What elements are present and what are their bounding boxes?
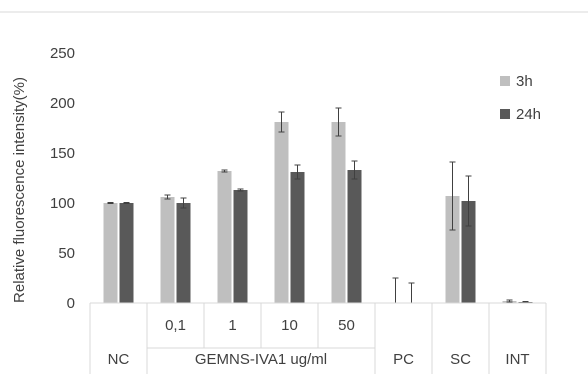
group-label: PC — [393, 351, 414, 368]
y-tick-label: 150 — [50, 145, 75, 162]
bar-3h-2 — [217, 171, 232, 303]
error-bar-24h-6 — [465, 175, 472, 227]
error-bar-24h-4 — [351, 160, 358, 180]
error-bar-24h-7 — [522, 301, 529, 303]
bar-3h-6 — [445, 196, 460, 303]
group-label: NC — [108, 351, 130, 368]
bar-24h-4 — [347, 170, 362, 303]
error-bar-24h-3 — [294, 164, 301, 180]
bar-3h-1 — [160, 197, 175, 303]
error-bar-24h-1 — [180, 197, 187, 209]
bar-3h-4 — [331, 122, 346, 303]
error-bar-3h-3 — [278, 111, 285, 133]
legend-item-3h: 3h — [500, 73, 533, 90]
y-tick-label: 0 — [67, 295, 75, 312]
error-bar-3h-5 — [392, 277, 399, 303]
error-bars-layer — [107, 107, 529, 303]
legend-item-24h: 24h — [500, 106, 541, 123]
bar-24h-6 — [461, 201, 476, 303]
group-label: SC — [450, 351, 471, 368]
x-tick-label: 1 — [228, 317, 236, 334]
bars-layer — [103, 122, 533, 303]
legend-swatch — [500, 76, 510, 86]
y-tick-label: 250 — [50, 45, 75, 62]
category-table: 0,1 1 10 50 NC GEMNS-IVA1 ug/ml PC SC INT — [89, 302, 547, 374]
error-bar-3h-2 — [221, 169, 228, 173]
x-tick-label: 10 — [281, 317, 298, 334]
error-bar-3h-0 — [107, 202, 114, 204]
bar-3h-0 — [103, 203, 118, 303]
legend-label: 3h — [516, 73, 533, 90]
error-bar-24h-0 — [123, 202, 130, 204]
y-axis-ticks: 0 50 100 150 200 250 — [50, 45, 75, 312]
y-tick-label: 200 — [50, 95, 75, 112]
error-bar-3h-4 — [335, 107, 342, 137]
y-axis-label: Relative fluorescence intensity(%) — [11, 77, 28, 303]
bar-24h-1 — [176, 203, 191, 303]
bar-3h-3 — [274, 122, 289, 303]
legend: 3h 24h — [500, 73, 541, 123]
bar-24h-0 — [119, 203, 134, 303]
x-tick-label: 50 — [338, 317, 355, 334]
error-bar-3h-7 — [506, 299, 513, 303]
legend-label: 24h — [516, 106, 541, 123]
bar-24h-3 — [290, 172, 305, 303]
legend-swatch — [500, 109, 510, 119]
error-bar-3h-1 — [164, 194, 171, 200]
error-bar-24h-2 — [237, 188, 244, 192]
group-label: INT — [505, 351, 529, 368]
x-tick-label: 0,1 — [165, 317, 186, 334]
error-bar-3h-6 — [449, 161, 456, 231]
error-bar-24h-5 — [408, 282, 415, 303]
y-tick-label: 100 — [50, 195, 75, 212]
group-label: GEMNS-IVA1 ug/ml — [195, 351, 327, 368]
bar-24h-2 — [233, 190, 248, 303]
y-tick-label: 50 — [58, 245, 75, 262]
